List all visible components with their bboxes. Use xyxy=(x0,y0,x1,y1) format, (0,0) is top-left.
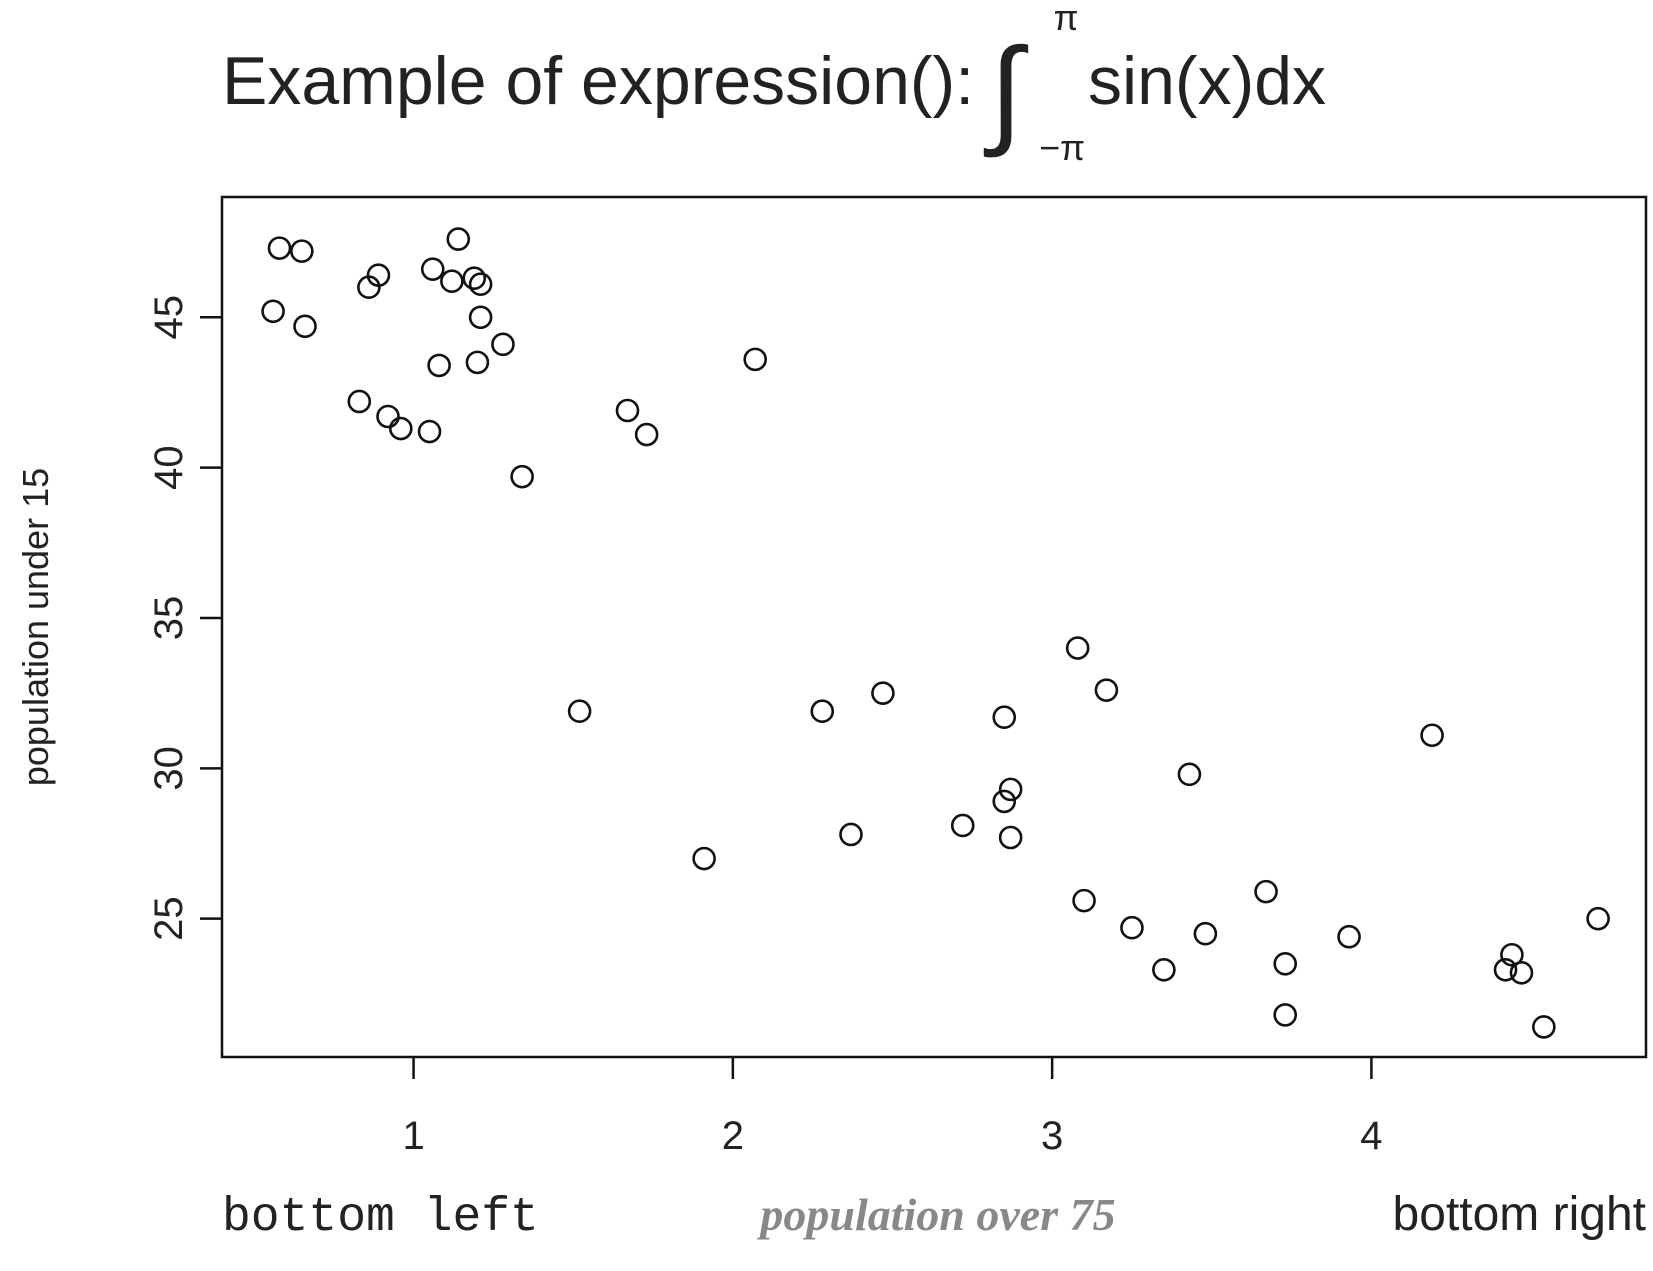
chart-title: Example of expression(): ∫ π −π sin(x)dx xyxy=(222,0,1326,168)
data-point xyxy=(468,305,493,330)
bottom-right-text: bottom right xyxy=(1393,1188,1646,1241)
data-point xyxy=(992,705,1017,730)
data-point xyxy=(567,699,592,723)
data-point xyxy=(366,263,391,287)
x-axis-label: population over 75 xyxy=(756,1189,1115,1240)
data-point xyxy=(290,239,314,263)
integral-upper-limit: π xyxy=(1054,0,1079,38)
data-point xyxy=(839,822,863,847)
data-point xyxy=(871,681,895,705)
title-integrand: sin(x)dx xyxy=(1088,43,1326,119)
y-tick-label: 30 xyxy=(147,746,191,791)
data-point xyxy=(1509,961,1534,985)
x-tick-label: 1 xyxy=(402,1114,424,1158)
y-tick-label: 25 xyxy=(147,896,191,941)
data-point xyxy=(743,347,768,372)
data-point xyxy=(1420,723,1444,748)
data-point xyxy=(1065,636,1090,660)
y-axis-label: population under 15 xyxy=(15,468,56,786)
data-point xyxy=(615,398,640,423)
data-point xyxy=(388,416,413,441)
data-point xyxy=(998,777,1023,802)
integral-lower-limit: −π xyxy=(1039,127,1085,168)
data-point xyxy=(998,825,1023,850)
data-point xyxy=(692,846,716,871)
data-point xyxy=(510,464,534,489)
data-point xyxy=(1120,915,1144,940)
x-tick-label: 4 xyxy=(1360,1114,1382,1158)
data-point xyxy=(810,699,835,723)
data-point xyxy=(293,314,317,339)
data-point xyxy=(465,350,490,375)
data-point xyxy=(376,404,400,429)
x-axis: 1 2 3 4 xyxy=(402,1057,1383,1158)
data-point xyxy=(1152,957,1176,982)
data-point xyxy=(992,789,1017,814)
data-point xyxy=(440,269,464,293)
data-point xyxy=(950,813,975,838)
data-point xyxy=(468,272,493,297)
data-point xyxy=(1177,762,1202,787)
data-point xyxy=(491,332,515,357)
data-point xyxy=(1254,879,1278,904)
y-tick-label: 40 xyxy=(147,445,191,490)
y-tick-label: 35 xyxy=(147,596,191,641)
data-point xyxy=(1094,678,1119,702)
data-point xyxy=(1532,1015,1556,1039)
title-prefix: Example of expression(): xyxy=(222,43,974,119)
bottom-left-text: bottom left xyxy=(222,1191,539,1245)
data-point xyxy=(261,299,285,324)
data-point xyxy=(1273,1003,1298,1027)
data-point xyxy=(1500,942,1524,967)
data-point xyxy=(1193,921,1218,946)
y-tick-label: 45 xyxy=(147,295,191,340)
data-point xyxy=(446,227,471,251)
plot-frame xyxy=(220,195,1648,1059)
integral-sign: ∫ xyxy=(984,24,1029,158)
data-point xyxy=(417,419,442,444)
data-point xyxy=(420,257,445,281)
data-point xyxy=(267,236,292,260)
data-point xyxy=(634,422,659,447)
data-point xyxy=(347,389,372,414)
data-point xyxy=(462,266,487,290)
data-point xyxy=(1072,888,1096,913)
data-points xyxy=(261,227,1610,1039)
data-point xyxy=(1337,924,1361,949)
data-point xyxy=(1493,957,1518,982)
x-tick-label: 3 xyxy=(1041,1114,1063,1158)
data-point xyxy=(1273,951,1298,976)
y-axis: 25 30 35 40 45 xyxy=(147,295,222,941)
x-tick-label: 2 xyxy=(722,1114,744,1158)
data-point xyxy=(1586,906,1610,931)
data-point xyxy=(427,353,451,378)
